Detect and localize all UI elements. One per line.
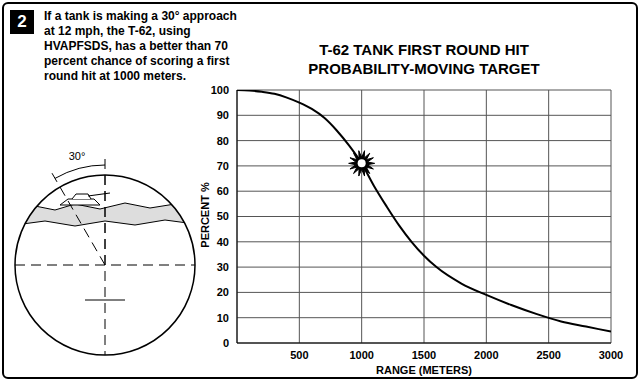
svg-text:2000: 2000 bbox=[474, 349, 498, 361]
svg-text:2500: 2500 bbox=[536, 349, 560, 361]
svg-text:30: 30 bbox=[217, 261, 229, 273]
svg-text:70: 70 bbox=[217, 160, 229, 172]
svg-text:0: 0 bbox=[223, 337, 229, 349]
svg-text:10: 10 bbox=[217, 312, 229, 324]
svg-text:30°: 30° bbox=[69, 150, 86, 162]
svg-text:50: 50 bbox=[217, 210, 229, 222]
svg-text:500: 500 bbox=[290, 349, 308, 361]
svg-text:3000: 3000 bbox=[599, 349, 623, 361]
html-text:RANGE (METERS): RANGE (METERS) bbox=[376, 364, 472, 376]
svg-text:60: 60 bbox=[217, 185, 229, 197]
svg-text:100: 100 bbox=[211, 84, 229, 96]
html-text:2: 2 bbox=[17, 12, 27, 31]
html-text:T-62 TANK FIRST ROUND HIT PROB: T-62 TANK FIRST ROUND HIT PROBABILITY-MO… bbox=[308, 41, 540, 77]
svg-text:20: 20 bbox=[217, 286, 229, 298]
html-text:PERCENT %: PERCENT % bbox=[198, 182, 211, 248]
html-text:If a tank is making a 30° appr: If a tank is making a 30° approach at 12… bbox=[44, 9, 237, 83]
svg-text:1000: 1000 bbox=[349, 349, 373, 361]
svg-text:90: 90 bbox=[217, 109, 229, 121]
svg-text:40: 40 bbox=[217, 236, 229, 248]
svg-text:80: 80 bbox=[217, 135, 229, 147]
svg-text:1500: 1500 bbox=[412, 349, 436, 361]
